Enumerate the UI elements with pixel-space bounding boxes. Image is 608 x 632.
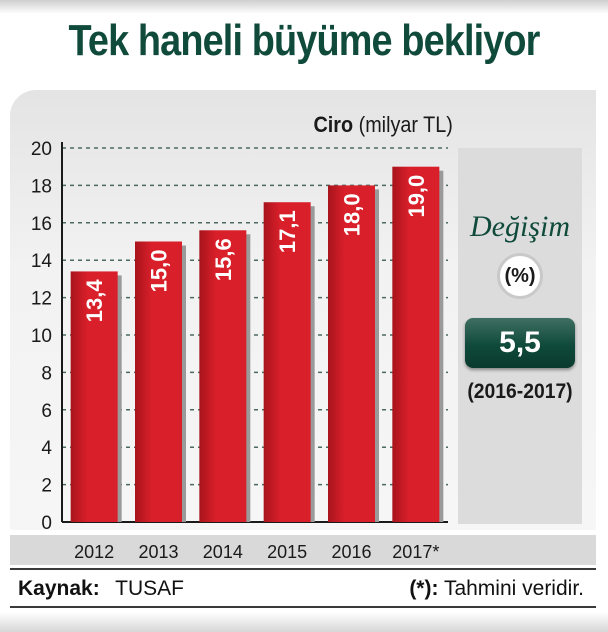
axis-title: Ciro (milyar TL) (314, 112, 453, 138)
source-value: TUSAF (115, 577, 185, 600)
divider-line-bottom (10, 606, 596, 608)
change-period: (2016-2017) (467, 380, 573, 403)
x-tick-label: 2015 (267, 542, 307, 562)
change-label: Değişim (470, 210, 570, 243)
bar-value-label: 18,0 (340, 193, 365, 236)
percent-badge: (%) (497, 253, 543, 299)
bar-value-label: 15,0 (147, 250, 172, 293)
y-tick-label: 6 (41, 401, 52, 422)
bottom-shadow (0, 612, 608, 632)
chart-title: Tek haneli büyüme bekliyor (68, 16, 540, 65)
x-tick-label: 2013 (138, 542, 178, 562)
axis-title-main: Ciro (313, 112, 354, 137)
y-tick-label: 4 (41, 438, 52, 459)
estimate-note: (*): Tahmini veridir. (409, 577, 584, 601)
estimate-text: Tahmini veridir. (443, 577, 584, 600)
y-tick-label: 8 (41, 363, 52, 384)
top-shadow (0, 0, 608, 14)
axis-title-unit: (milyar TL) (358, 112, 453, 137)
bar (199, 230, 247, 522)
change-value: 5,5 (465, 318, 575, 368)
bar (263, 202, 311, 523)
y-tick-label: 20 (31, 139, 52, 160)
y-tick-label: 12 (31, 289, 52, 310)
bar (135, 241, 182, 522)
x-tick-label: 2017* (392, 542, 439, 562)
y-tick-label: 16 (31, 214, 52, 235)
bar-value-label: 19,0 (404, 175, 429, 218)
source-label: Kaynak: (18, 577, 100, 600)
y-tick-label: 14 (31, 251, 53, 272)
divider-line (10, 568, 596, 570)
bar-value-label: 13,4 (82, 279, 107, 323)
bar-value-label: 17,1 (275, 210, 300, 253)
x-axis-band (10, 535, 596, 565)
estimate-mark: (*): (409, 577, 439, 600)
y-tick-label: 2 (41, 476, 52, 497)
source-note: Kaynak: TUSAF (18, 577, 184, 601)
bar (70, 271, 118, 522)
y-tick-label: 10 (31, 326, 52, 347)
bar (328, 185, 375, 522)
x-tick-label: 2016 (331, 542, 371, 562)
x-tick-label: 2012 (74, 542, 114, 562)
bar (392, 166, 440, 522)
y-tick-label: 18 (31, 176, 52, 197)
x-tick-label: 2014 (203, 542, 243, 562)
bar-value-label: 15,6 (211, 238, 236, 281)
y-tick-label: 0 (41, 513, 52, 534)
